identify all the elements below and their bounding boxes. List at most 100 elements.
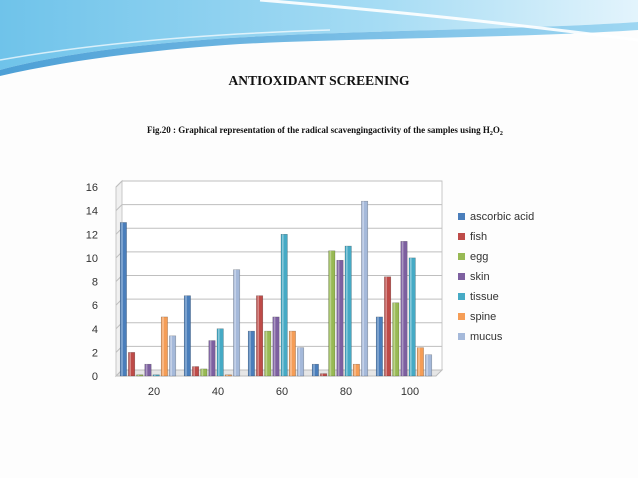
bar-highlight <box>313 364 315 376</box>
y-tick-label: 0 <box>92 371 98 383</box>
bar-highlight <box>201 368 204 376</box>
y-tick-label: 14 <box>86 206 98 218</box>
bar-highlight <box>209 340 212 376</box>
bar-highlight <box>162 316 164 376</box>
y-tick-label: 2 <box>92 347 98 359</box>
bar-highlight <box>193 366 195 376</box>
legend-swatch <box>458 333 465 340</box>
legend-label: egg <box>470 251 488 263</box>
bar <box>361 200 369 377</box>
legend-label: tissue <box>470 291 499 303</box>
bar-highlight <box>362 201 364 376</box>
bar-highlight <box>337 260 340 376</box>
x-tick-label: 80 <box>340 386 352 398</box>
bar-highlight <box>218 328 220 376</box>
bar <box>160 316 168 377</box>
bar-face <box>375 316 383 377</box>
bar <box>336 259 344 377</box>
bar <box>169 335 177 377</box>
bar-face <box>208 340 216 377</box>
y-tick-label: 10 <box>86 253 98 265</box>
y-tick-label: 12 <box>86 229 98 241</box>
bar <box>119 222 127 377</box>
y-tick-label: 8 <box>92 277 98 289</box>
bar-highlight <box>249 331 251 376</box>
bar <box>400 241 408 377</box>
bar-face <box>280 234 288 377</box>
bar <box>247 330 255 377</box>
bar <box>416 347 424 377</box>
bar <box>152 374 160 377</box>
legend-swatch <box>458 213 465 220</box>
bar-highlight <box>377 316 379 376</box>
bar-highlight <box>234 269 236 376</box>
bar-highlight <box>145 364 148 376</box>
bar <box>392 302 400 377</box>
x-tick-label: 20 <box>148 386 160 398</box>
bar <box>375 316 383 377</box>
legend-label: spine <box>470 311 496 323</box>
bar-highlight <box>257 295 259 376</box>
bar <box>208 340 216 377</box>
bar-face <box>425 354 433 377</box>
bar-chart: 0 2 4 6 8 10 12 14 16 20 40 60 80 100 ascorbic acid fis… <box>86 179 534 398</box>
bar <box>425 354 433 377</box>
legend-label: mucus <box>470 331 503 343</box>
bar-highlight <box>426 354 428 376</box>
legend-label: fish <box>470 231 487 243</box>
bar-face <box>344 245 352 377</box>
bar-highlight <box>265 331 268 376</box>
bar <box>384 276 392 377</box>
bar-face <box>247 330 255 377</box>
bar-face <box>361 200 369 377</box>
bar-face <box>288 330 296 377</box>
y-tick-label: 6 <box>92 300 98 312</box>
bar-highlight <box>137 374 140 376</box>
bar <box>320 373 328 377</box>
bar <box>297 347 305 377</box>
caption-subscript-2: 2 <box>499 131 503 137</box>
bar <box>216 328 224 377</box>
legend-label: skin <box>470 271 490 283</box>
caption-text: Fig.20 : Graphical representation of the… <box>147 125 490 135</box>
bar-face <box>192 366 200 377</box>
bar <box>328 250 336 377</box>
bar <box>352 363 360 377</box>
bar-highlight <box>298 347 300 376</box>
bar-face <box>264 330 272 377</box>
bar-face <box>392 302 400 377</box>
bar-highlight <box>170 335 172 376</box>
caption-oxygen: O <box>492 125 500 135</box>
bar-highlight <box>129 352 131 376</box>
bar-face <box>336 259 344 377</box>
bar-face <box>152 374 160 377</box>
bar-face <box>311 363 319 377</box>
caption-subscript-1: 2 <box>489 131 493 137</box>
bar-highlight <box>290 331 292 376</box>
bar <box>192 366 200 377</box>
bar <box>224 374 232 377</box>
x-tick-label: 60 <box>276 386 288 398</box>
legend-swatch <box>458 273 465 280</box>
bar <box>280 234 288 377</box>
x-tick-label: 40 <box>212 386 224 398</box>
bar-face <box>400 241 408 377</box>
bar-highlight <box>401 241 404 376</box>
legend-swatch <box>458 313 465 320</box>
bar-highlight <box>154 374 156 376</box>
bar <box>264 330 272 377</box>
bar-highlight <box>354 364 356 376</box>
bar-face <box>256 295 264 377</box>
bar-highlight <box>418 347 420 376</box>
bar <box>272 316 280 377</box>
bar-highlight <box>273 316 276 376</box>
legend-swatch <box>458 293 465 300</box>
bar <box>288 330 296 377</box>
bar <box>183 295 191 377</box>
bar-face <box>233 269 241 377</box>
bar-face <box>200 368 208 377</box>
header-banner <box>0 0 638 76</box>
x-tick-label: 100 <box>401 386 419 398</box>
bar <box>344 245 352 377</box>
bar <box>200 368 208 377</box>
